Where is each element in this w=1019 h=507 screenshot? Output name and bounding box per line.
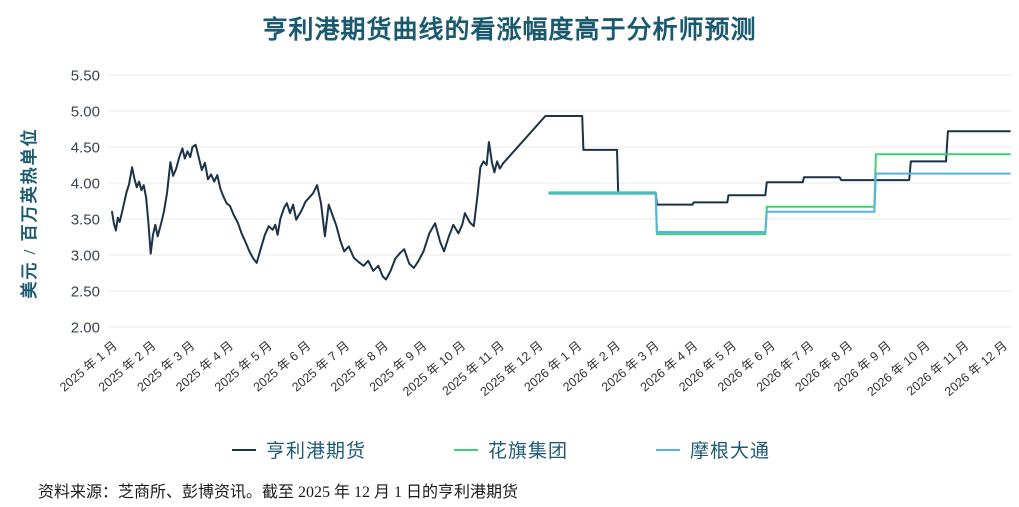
legend-label-henry-hub-futures: 亨利港期货 bbox=[266, 441, 367, 462]
legend-swatch-henry-hub-futures bbox=[232, 448, 256, 451]
y-tick-label: 4.00 bbox=[71, 175, 100, 192]
source-note: 资料来源：芝商所、彭博资讯。截至 2025 年 12 月 1 日的亨利港期货 bbox=[38, 484, 519, 501]
legend-item-jpmorgan: 摩根大通 bbox=[656, 436, 770, 463]
y-tick-label: 4.50 bbox=[71, 139, 100, 156]
y-tick-label: 3.00 bbox=[71, 247, 100, 264]
y-tick-label: 2.00 bbox=[71, 319, 100, 336]
legend-item-henry-hub-futures: 亨利港期货 bbox=[232, 436, 366, 463]
legend-item-citigroup: 花旗集团 bbox=[454, 436, 568, 463]
legend-label-citigroup: 花旗集团 bbox=[488, 441, 569, 462]
y-tick-label: 5.00 bbox=[71, 103, 100, 120]
legend: 亨利港期货 花旗集团 摩根大通 bbox=[232, 436, 770, 463]
y-tick-label: 2.50 bbox=[71, 283, 100, 300]
legend-swatch-citigroup bbox=[454, 448, 479, 451]
y-tick-label: 3.50 bbox=[71, 211, 100, 228]
chart-title: 亨利港期货曲线的看涨幅度高于分析师预测 bbox=[262, 17, 757, 44]
legend-label-jpmorgan: 摩根大通 bbox=[690, 441, 771, 462]
series-line-henry-hub-futures bbox=[111, 115, 1011, 281]
legend-swatch-jpmorgan bbox=[656, 448, 681, 451]
y-tick-label: 5.50 bbox=[71, 67, 100, 84]
series-line-jpmorgan bbox=[548, 172, 1011, 233]
